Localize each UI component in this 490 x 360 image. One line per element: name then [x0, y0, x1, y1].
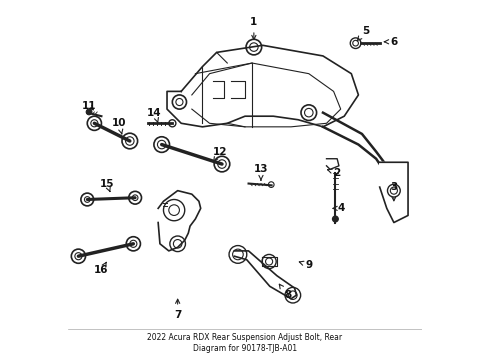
- Text: 5: 5: [357, 26, 369, 41]
- Polygon shape: [158, 191, 201, 251]
- Text: 2: 2: [328, 168, 341, 178]
- Text: 2022 Acura RDX Rear Suspension Adjust Bolt, Rear
Diagram for 90178-TJB-A01: 2022 Acura RDX Rear Suspension Adjust Bo…: [147, 333, 343, 353]
- Text: 6: 6: [384, 37, 397, 47]
- Text: 15: 15: [99, 179, 114, 192]
- Circle shape: [86, 109, 92, 115]
- Text: 9: 9: [299, 260, 312, 270]
- Text: 13: 13: [254, 165, 268, 180]
- Text: 3: 3: [390, 182, 397, 201]
- Text: 8: 8: [279, 284, 291, 300]
- Text: 7: 7: [174, 299, 181, 320]
- Text: 11: 11: [82, 100, 97, 111]
- Text: 1: 1: [250, 17, 257, 40]
- Text: 16: 16: [94, 262, 109, 275]
- Polygon shape: [380, 162, 408, 222]
- Text: 12: 12: [213, 147, 227, 162]
- Polygon shape: [326, 159, 339, 169]
- Text: 14: 14: [147, 108, 162, 123]
- Polygon shape: [234, 251, 296, 299]
- Circle shape: [333, 216, 338, 222]
- Text: 10: 10: [112, 118, 126, 134]
- Text: 4: 4: [333, 203, 344, 213]
